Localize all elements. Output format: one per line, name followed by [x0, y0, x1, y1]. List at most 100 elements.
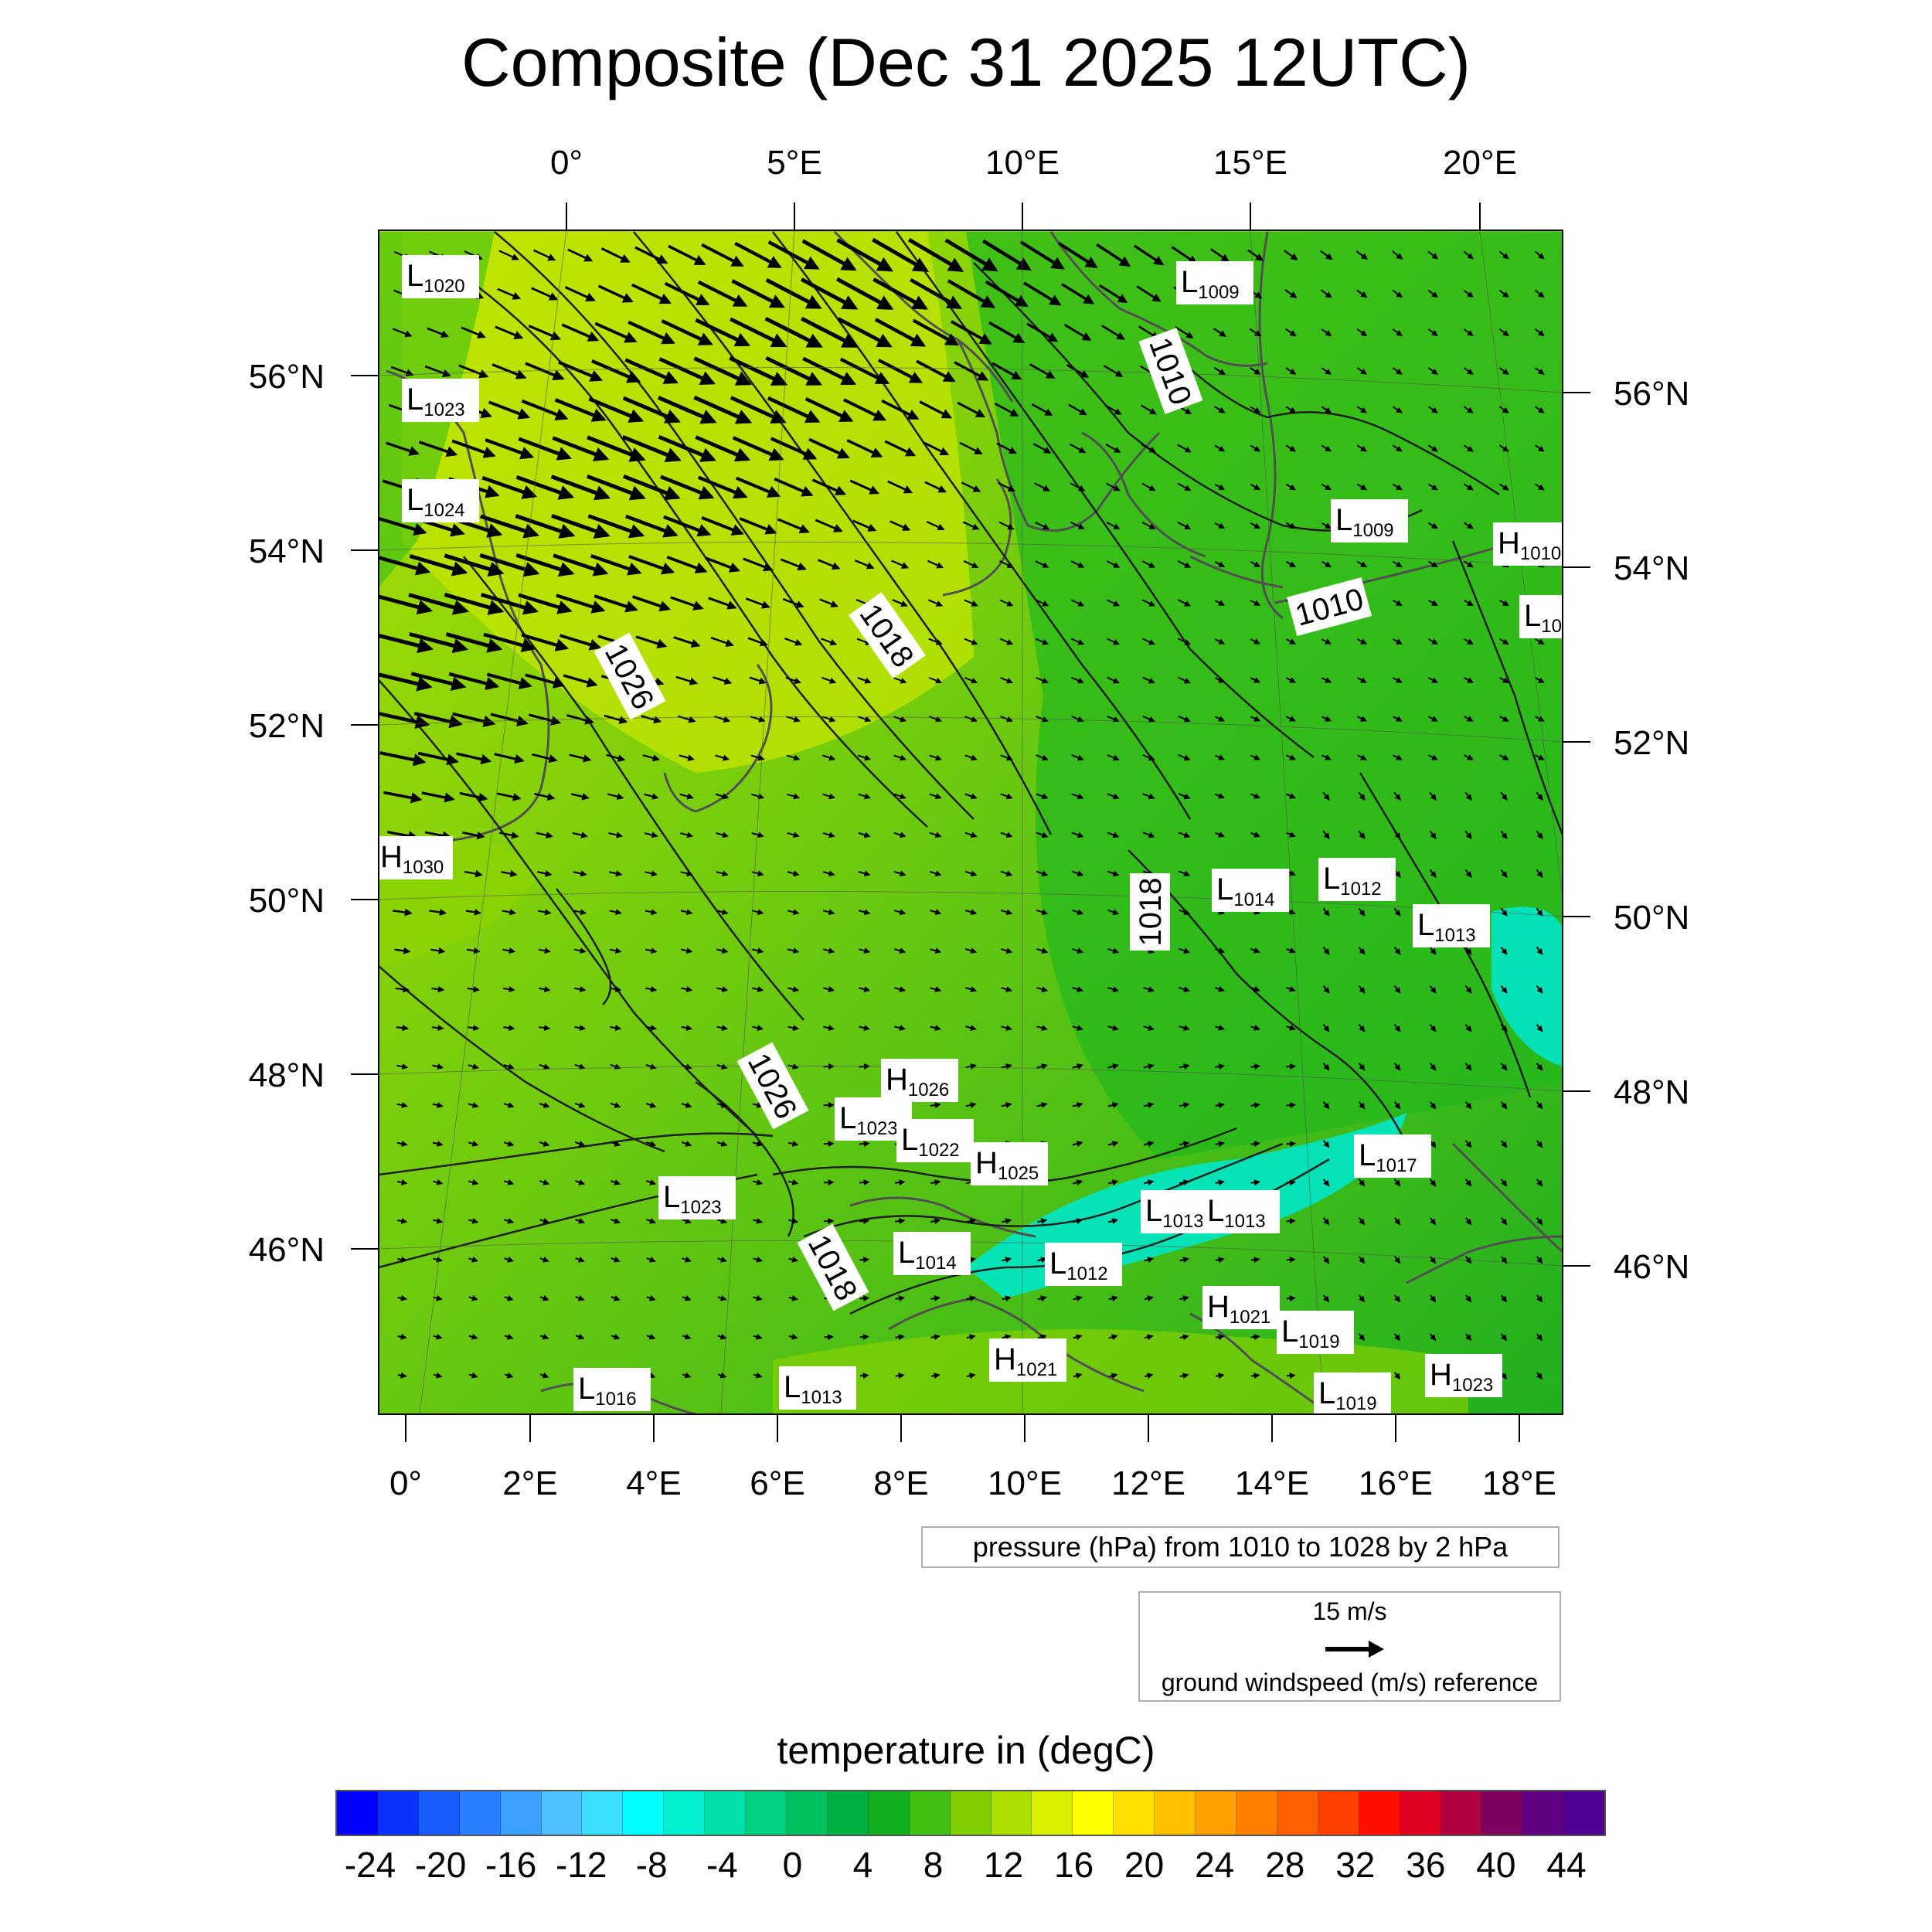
colorbar-tick-label: -8: [635, 1845, 668, 1885]
graticule: [379, 230, 1563, 1414]
wind-arrow: [1321, 716, 1332, 722]
wind-arrow: [693, 395, 753, 424]
wind-arrow: [1141, 560, 1156, 568]
wind-arrow: [429, 908, 447, 917]
high-pressure-label: H1030: [379, 836, 453, 879]
wind-arrow: [668, 244, 706, 266]
wind-arrow: [534, 792, 556, 801]
wind-arrow: [1498, 599, 1509, 607]
isobar: [803, 1142, 1284, 1238]
low-pressure-label: L1023: [658, 1176, 736, 1219]
wind-arrow: [858, 909, 871, 916]
wind-arrow: [859, 1025, 871, 1031]
wind-arrow: [1357, 677, 1367, 683]
colorbar-box: [1236, 1791, 1277, 1835]
wind-arrow: [1285, 406, 1297, 413]
low-pressure-label: L1012: [1318, 858, 1396, 901]
wind-arrow: [1535, 716, 1545, 722]
wind-arrow: [573, 909, 587, 916]
wind-arrow: [858, 754, 872, 761]
wind-arrow: [1002, 1218, 1012, 1225]
wind-arrow: [607, 793, 624, 800]
wind-arrow: [1322, 1023, 1330, 1032]
wind-arrow: [1463, 444, 1474, 452]
wind-arrow: [587, 514, 645, 539]
wind-arrow: [992, 362, 1022, 380]
wind-arrow: [1107, 1025, 1119, 1031]
wind-arrow: [559, 634, 602, 651]
wind-arrow: [950, 320, 992, 345]
wind-arrow: [504, 1294, 514, 1301]
wind-arrow: [846, 439, 883, 457]
wind-arrow: [1358, 907, 1366, 917]
wind-arrow: [1463, 483, 1474, 491]
high-pressure-label: H1023: [1425, 1354, 1502, 1397]
wind-arrow: [1108, 1295, 1118, 1302]
wind-arrow: [552, 436, 610, 461]
wind-arrow: [965, 947, 978, 954]
wind-arrow: [1142, 832, 1155, 838]
map-title: Composite (Dec 31 2025 12UTC): [461, 24, 1471, 100]
wind-arrow: [1393, 946, 1401, 955]
wind-arrow: [1036, 638, 1049, 645]
wind-arrow: [1393, 716, 1403, 722]
wind-arrow: [787, 1179, 799, 1185]
wind-arrow: [539, 1102, 550, 1108]
wind-arrow: [930, 1372, 940, 1379]
wind-arrow: [680, 832, 694, 838]
wind-arrow: [1322, 1217, 1330, 1226]
colorbar-box: [746, 1791, 787, 1835]
wind-arrow: [590, 554, 642, 576]
wind-arrow: [624, 358, 679, 384]
wind-arrow: [1463, 367, 1474, 375]
wind-arrow: [1250, 716, 1261, 722]
wind-arrow: [982, 239, 1032, 271]
wind-arrow: [1500, 1101, 1508, 1110]
wind-arrow: [1393, 1023, 1401, 1032]
wind-arrow: [1536, 791, 1543, 801]
wind-arrow: [431, 1025, 444, 1032]
wind-arrow: [739, 517, 777, 535]
colorbar-box: [1277, 1791, 1318, 1835]
wind-arrow: [767, 396, 821, 423]
wind-arrow: [1214, 483, 1226, 491]
wind-arrow: [392, 328, 413, 338]
wind-arrow: [502, 909, 516, 916]
wind-arrow: [1536, 1062, 1543, 1071]
wind-arrow: [432, 1179, 444, 1185]
parallel-line: [379, 367, 1563, 393]
wind-arrow: [1535, 444, 1545, 452]
wind-arrow: [682, 1372, 692, 1379]
wind-arrow: [765, 355, 823, 386]
wind-arrow: [486, 672, 532, 689]
wind-arrow: [623, 474, 681, 501]
wind-arrow: [525, 673, 566, 689]
low-pressure-label: L1013: [1202, 1190, 1280, 1233]
wind-arrow: [1069, 443, 1087, 454]
wind-arrow: [1001, 986, 1013, 992]
wind-arrow: [1106, 599, 1121, 607]
wind-arrow: [1036, 793, 1049, 800]
wind-arrow: [717, 1294, 727, 1301]
wind-arrow: [1500, 1256, 1508, 1264]
wind-arrow: [811, 478, 847, 495]
wind-arrow: [716, 870, 729, 877]
wind-arrow: [1073, 1295, 1083, 1302]
wind-arrow: [1358, 1179, 1366, 1187]
colorbar-box: [1440, 1791, 1482, 1835]
wind-arrow: [1215, 1179, 1225, 1186]
wind-arrow: [1534, 328, 1545, 337]
colorbar-tick-label: 0: [782, 1845, 803, 1885]
wind-arrow: [1179, 1025, 1190, 1031]
wind-arrow: [1107, 1179, 1119, 1185]
wind-arrow: [1215, 1063, 1226, 1070]
isobar: [695, 1080, 794, 1237]
wind-arrow: [1107, 638, 1120, 645]
wind-arrow: [427, 327, 450, 338]
colorbar-box: [1522, 1791, 1564, 1835]
wind-arrow: [1214, 638, 1226, 645]
wind-arrow: [1286, 793, 1296, 799]
colorbar-box: [827, 1791, 869, 1835]
wind-arrow: [1428, 716, 1438, 722]
wind-arrow: [695, 435, 751, 462]
